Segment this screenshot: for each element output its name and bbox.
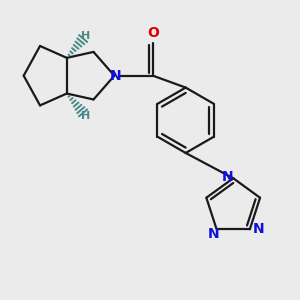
Text: O: O — [147, 26, 159, 40]
Text: N: N — [208, 227, 220, 241]
Text: H: H — [82, 111, 91, 121]
Text: N: N — [110, 69, 122, 83]
Text: H: H — [82, 31, 91, 40]
Text: N: N — [222, 170, 234, 184]
Text: N: N — [253, 222, 265, 236]
